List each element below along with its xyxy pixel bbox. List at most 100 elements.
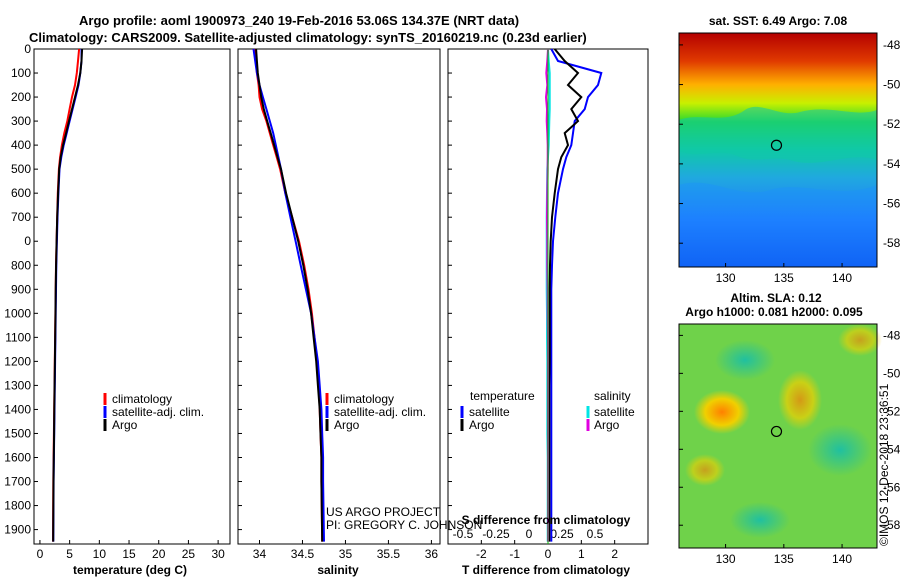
lat-tick-label: -50 [883,78,900,92]
x-tick-label: 20 [152,547,166,561]
depth-tick-label: 400 [11,138,31,152]
temperature-axis: 0 5 10 15 20 25 30 [37,540,225,561]
salinity-panel: 34 34.5 35 35.5 36 salinity climatology sate… [237,48,482,577]
legend-label-satellite: satellite-adj. clim. [112,405,204,419]
lon-tick-label: 135 [774,271,794,285]
sla-low-anomaly [715,340,775,380]
sst-front [679,106,877,163]
sla-high-anomaly [685,454,725,486]
temperature-series [52,48,84,542]
legend-title-temperature: temperature [470,389,535,403]
depth-tick-label: 0 [24,234,31,248]
x-tick-label: 35.5 [377,547,401,561]
salinity-axis-label: salinity [317,563,359,577]
x-tick-label: 2 [611,547,618,561]
lat-tick-label: -56 [883,197,900,211]
depth-tick-label: 1900 [4,523,31,537]
depth-tick-label: 1500 [4,426,31,440]
series-line-argo [548,48,583,542]
series-line-argo [52,48,84,542]
imos-credit: ©IMOS 12-Dec-2018 23:36:51 [877,383,891,546]
temperature-legend: climatology satellite-adj. clim. Argo [103,392,204,432]
depth-tick-label: 800 [11,258,31,272]
depth-tick-label: 1800 [4,499,31,513]
sla-map-frame [678,323,878,549]
sla-map: Altim. SLA: 0.12 Argo h1000: 0.081 h2000… [678,291,900,566]
lat-tick-label: -52 [883,404,900,418]
depth-tick-label: 1300 [4,378,31,392]
s-diff-tick-label: -0.25 [482,527,510,541]
lat-tick-label: -56 [883,480,900,494]
s-difference-axis-label: S difference from climatology [462,513,631,527]
legend-label-argo: Argo [112,418,138,432]
s-difference-axis: -0.5 -0.25 0 0.25 0.5 [453,527,604,541]
difference-series [544,48,603,544]
x-tick-label: 0 [37,547,44,561]
lat-tick-label: -48 [883,328,900,342]
legend-label-s-argo: Argo [594,418,620,432]
series-line-satellite [550,48,603,542]
x-tick-label: 30 [211,547,225,561]
x-tick-label: 0 [545,547,552,561]
x-tick-label: 5 [66,547,73,561]
title-line2: Climatology: CARS2009. Satellite-adjuste… [29,30,587,45]
depth-tick-label: 0 [24,42,31,56]
sla-high-anomaly [778,370,822,430]
pi-annotation: PI: GREGORY C. JOHNSON [326,518,482,532]
depth-tick-label: 900 [11,282,31,296]
lat-tick-label: -58 [883,518,900,532]
legend-label-s-satellite: satellite [594,405,635,419]
s-diff-tick-label: 0 [526,527,533,541]
lon-tick-label: 135 [774,552,794,566]
depth-axis: 0 100 200 300 400 500 600 700 0 800 900 1000 1100 120… [4,42,452,537]
sst-cold-region [679,182,877,267]
depth-tick-label: 1100 [5,330,31,344]
lat-tick-label: -58 [883,236,900,250]
depth-tick-label: 600 [11,186,31,200]
x-tick-label: 36 [425,547,439,561]
legend-label-argo: Argo [334,418,360,432]
sla-high-anomaly [838,324,882,356]
lat-tick-label: -50 [883,366,900,380]
project-annotation: US ARGO PROJECT [326,505,441,519]
depth-tick-label: 200 [11,90,31,104]
series-line-climatology [254,48,324,542]
depth-tick-label: 500 [11,162,31,176]
lon-tick-label: 130 [716,271,736,285]
lat-tick-label: -54 [883,442,900,456]
lat-tick-label: -48 [883,38,900,52]
series-line-argo [255,48,324,542]
legend-label-t-argo: Argo [469,418,495,432]
depth-tick-label: 1200 [4,354,31,368]
legend-label-satellite: satellite-adj. clim. [334,405,426,419]
legend-label-t-satellite: satellite [469,405,510,419]
s-diff-tick-label: 0.5 [587,527,604,541]
x-tick-label: 10 [93,547,107,561]
depth-tick-label: 1700 [4,475,31,489]
x-tick-label: -1 [509,547,520,561]
depth-tick-label: 1600 [4,450,31,464]
difference-legend: temperature satellite Argo salinity sate… [460,389,635,432]
t-difference-axis-label: T difference from climatology [462,563,630,577]
depth-tick-label: 1400 [4,402,31,416]
sla-map-axes: 130 135 140 -48 -50 -52 -54 -56 -58 [679,328,900,566]
lon-tick-label: 140 [832,552,852,566]
salinity-series [252,48,325,542]
lat-tick-label: -52 [883,117,900,131]
title-line1: Argo profile: aoml 1900973_240 19-Feb-20… [79,13,519,28]
depth-tick-label: 1000 [4,306,31,320]
lon-tick-label: 140 [832,271,852,285]
x-tick-label: -2 [476,547,487,561]
argo-position-marker [770,139,783,151]
depth-tick-label: 700 [11,210,31,224]
x-tick-label: 15 [122,547,136,561]
legend-title-salinity: salinity [594,389,631,403]
argo-position-marker [770,425,783,438]
x-tick-label: 34 [253,547,267,561]
sla-low-anomaly [808,424,872,476]
sst-map-frame [678,32,878,268]
series-line-satellite-adj-clim- [252,48,325,542]
sla-map-title: Altim. SLA: 0.12 [730,291,822,305]
x-tick-label: 34.5 [291,547,315,561]
